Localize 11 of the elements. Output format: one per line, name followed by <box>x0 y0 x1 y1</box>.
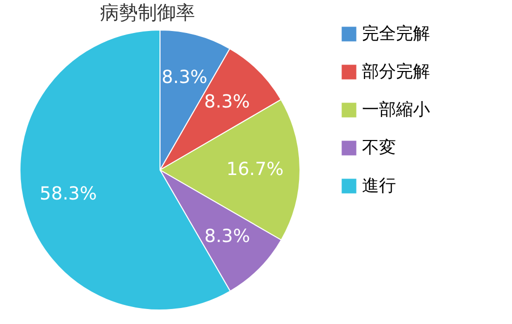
legend-label: 不変 <box>362 138 396 158</box>
legend-label: 部分完解 <box>362 62 430 82</box>
legend-label: 一部縮小 <box>362 100 430 120</box>
data-label: 8.3% <box>204 92 250 113</box>
legend-label: 完全完解 <box>362 24 430 44</box>
chart-title: 病勢制御率 <box>100 2 195 24</box>
data-label: 16.7% <box>226 158 284 180</box>
data-label: 8.3% <box>162 67 208 88</box>
data-label: 58.3% <box>40 184 97 205</box>
legend-label: 進行 <box>362 176 396 196</box>
data-label: 8.3% <box>204 226 250 248</box>
